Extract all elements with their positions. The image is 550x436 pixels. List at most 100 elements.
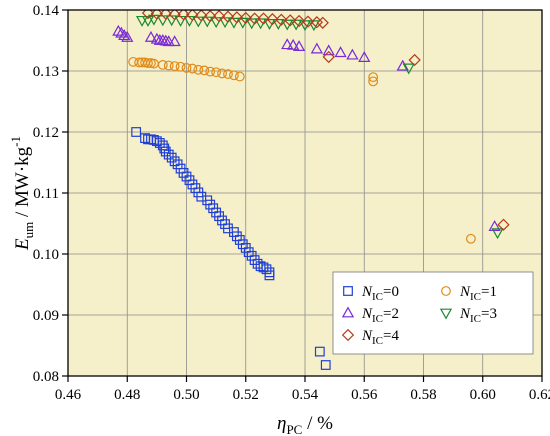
- y-tick-label: 0.14: [33, 3, 60, 19]
- data-point: [402, 63, 415, 75]
- data-point: [205, 199, 216, 210]
- y-axis-title-sup: -1: [8, 136, 23, 147]
- x-tick-labels: 0.46 0.48 0.50 0.52 0.54 0.56 0.58 0.60 0.62: [55, 387, 550, 403]
- data-point: [243, 247, 254, 258]
- legend-marker: [341, 328, 355, 342]
- y-tick-label: 0.10: [33, 247, 59, 263]
- data-point: [358, 51, 371, 62]
- data-point: [255, 261, 266, 272]
- data-point: [307, 20, 321, 32]
- data-point: [231, 231, 242, 242]
- data-point: [281, 38, 294, 50]
- data-point: [239, 11, 252, 25]
- data-point: [141, 10, 155, 20]
- x-tick-label: 0.48: [114, 387, 140, 403]
- x-tick-label: 0.52: [233, 387, 259, 403]
- y-tick-label: 0.12: [33, 125, 59, 141]
- data-point: [211, 67, 222, 78]
- data-point: [346, 48, 359, 60]
- data-point: [230, 11, 244, 24]
- data-point: [181, 171, 192, 182]
- data-point: [141, 15, 155, 27]
- legend-box: [332, 271, 534, 355]
- data-point: [166, 152, 177, 163]
- data-point: [320, 360, 331, 370]
- legend-entry-main: N: [361, 284, 373, 300]
- data-point: [322, 44, 335, 56]
- data-point: [135, 15, 149, 27]
- data-point: [322, 50, 335, 64]
- x-axis-title-main: η: [277, 413, 286, 434]
- data-point: [275, 13, 288, 26]
- data-point: [187, 63, 198, 74]
- data-point: [221, 10, 235, 23]
- data-point: [497, 218, 510, 231]
- grid-lines: [68, 10, 542, 376]
- data-point: [292, 14, 306, 28]
- data-point: [264, 270, 275, 281]
- data-point: [316, 16, 329, 29]
- data-point: [287, 38, 300, 50]
- data-point: [163, 60, 174, 71]
- legend-marker: [343, 286, 353, 296]
- legend-entry-suffix: =3: [481, 306, 497, 322]
- legend-entry-label: NIC=0: [361, 284, 399, 303]
- series-2-points: [112, 24, 501, 231]
- legend-entry-suffix: =1: [481, 284, 497, 300]
- data-point: [163, 149, 174, 160]
- data-point: [144, 30, 158, 42]
- legend-entry-main: N: [361, 328, 373, 344]
- series-4-points: [141, 10, 510, 231]
- data-point: [199, 65, 210, 76]
- data-point: [187, 179, 198, 190]
- legend-entry-suffix: =4: [383, 328, 399, 344]
- x-tick-label: 0.54: [292, 387, 319, 403]
- data-point: [237, 239, 248, 250]
- data-point: [252, 258, 263, 269]
- legend-entry-suffix: =2: [383, 306, 399, 322]
- data-point: [488, 220, 501, 231]
- data-point: [118, 29, 131, 41]
- legend-entry-label: NIC=2: [361, 306, 399, 325]
- data-point: [157, 60, 168, 70]
- data-point: [169, 156, 180, 167]
- data-point: [334, 46, 347, 58]
- legend-entry-sub: IC: [372, 335, 383, 347]
- data-point: [217, 215, 227, 226]
- x-tick-label: 0.50: [173, 387, 199, 403]
- legend-entry-sub: IC: [372, 313, 383, 325]
- data-point: [211, 207, 222, 218]
- data-point: [368, 72, 379, 82]
- data-point: [314, 346, 325, 357]
- data-point: [310, 42, 323, 54]
- data-point: [228, 70, 239, 81]
- y-tick-label: 0.11: [33, 186, 59, 202]
- legend-entry-sub: IC: [470, 291, 481, 303]
- data-point: [193, 64, 204, 75]
- data-point: [196, 191, 207, 202]
- data-point: [266, 13, 279, 26]
- x-tick-label: 0.56: [351, 387, 378, 403]
- data-point: [204, 10, 217, 23]
- legend-entry-suffix: =0: [383, 284, 399, 300]
- data-point: [168, 35, 181, 47]
- data-point: [261, 264, 272, 275]
- data-point: [156, 33, 169, 45]
- y-tick-label: 0.09: [33, 308, 59, 324]
- data-point: [368, 76, 379, 87]
- legend-marker: [441, 286, 451, 296]
- legend-entry-label: NIC=3: [459, 306, 497, 325]
- data-point: [292, 40, 306, 52]
- data-point: [177, 10, 190, 21]
- legend-entry-main: N: [459, 284, 471, 300]
- x-axis-title: ηPC / %: [277, 413, 333, 436]
- y-axis-title: Eum / MW·kg-1: [8, 136, 36, 251]
- series-1-points: [128, 56, 476, 244]
- data-point: [143, 58, 153, 68]
- data-point: [257, 12, 270, 25]
- data-point: [234, 71, 245, 82]
- data-point: [150, 10, 164, 20]
- legend-entry-sub: IC: [470, 313, 481, 325]
- data-point: [159, 10, 172, 20]
